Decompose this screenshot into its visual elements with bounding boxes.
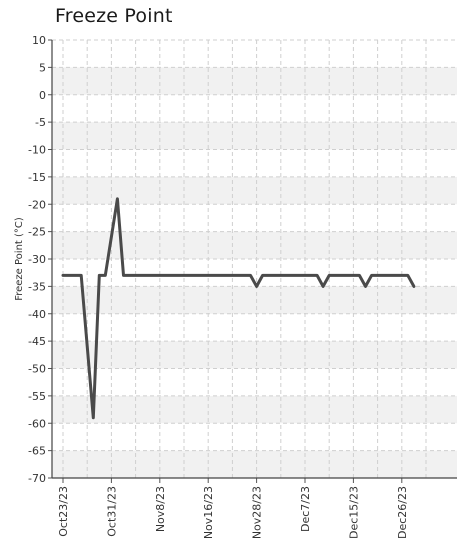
x-tick-label: Dec15/23	[347, 486, 360, 539]
y-tick-label: -30	[28, 253, 46, 266]
x-tick-label: Dec26/23	[396, 486, 409, 539]
y-tick-label: -50	[28, 363, 46, 376]
x-tick-label: Oct23/23	[57, 486, 70, 537]
y-tick-label: -10	[28, 144, 46, 157]
grid-band	[52, 395, 457, 424]
y-tick-label: -25	[28, 226, 46, 239]
x-tick-label: Nov28/23	[251, 486, 264, 539]
y-tick-label: -65	[28, 445, 46, 458]
chart-title: Freeze Point	[55, 5, 173, 27]
y-tick-label: -45	[28, 335, 46, 348]
grid-band	[52, 67, 457, 95]
y-tick-label: 0	[39, 89, 46, 102]
y-tick-label: -70	[28, 472, 46, 485]
x-tick-label: Oct31/23	[105, 486, 118, 537]
y-tick-label: -20	[28, 198, 46, 211]
y-tick-label: 10	[32, 34, 46, 47]
grid-band	[52, 176, 457, 205]
x-tick-label: Dec7/23	[299, 486, 312, 532]
y-tick-label: -60	[28, 417, 46, 430]
y-tick-label: 5	[39, 61, 46, 74]
y-tick-label: -35	[28, 280, 46, 293]
y-tick-label: -15	[28, 171, 46, 184]
series-line	[61, 197, 416, 420]
x-tick-label: Nov8/23	[154, 486, 167, 532]
grid-band	[52, 122, 457, 150]
grid-band	[52, 450, 457, 478]
y-tick-label: -5	[35, 116, 46, 129]
y-axis-label: Freeze Point (°C)	[14, 217, 25, 301]
grid-band	[52, 341, 457, 369]
y-tick-label: -55	[28, 390, 46, 403]
grid-band	[52, 286, 457, 314]
x-tick-label: Nov16/23	[202, 486, 215, 539]
y-tick-label: -40	[28, 308, 46, 321]
